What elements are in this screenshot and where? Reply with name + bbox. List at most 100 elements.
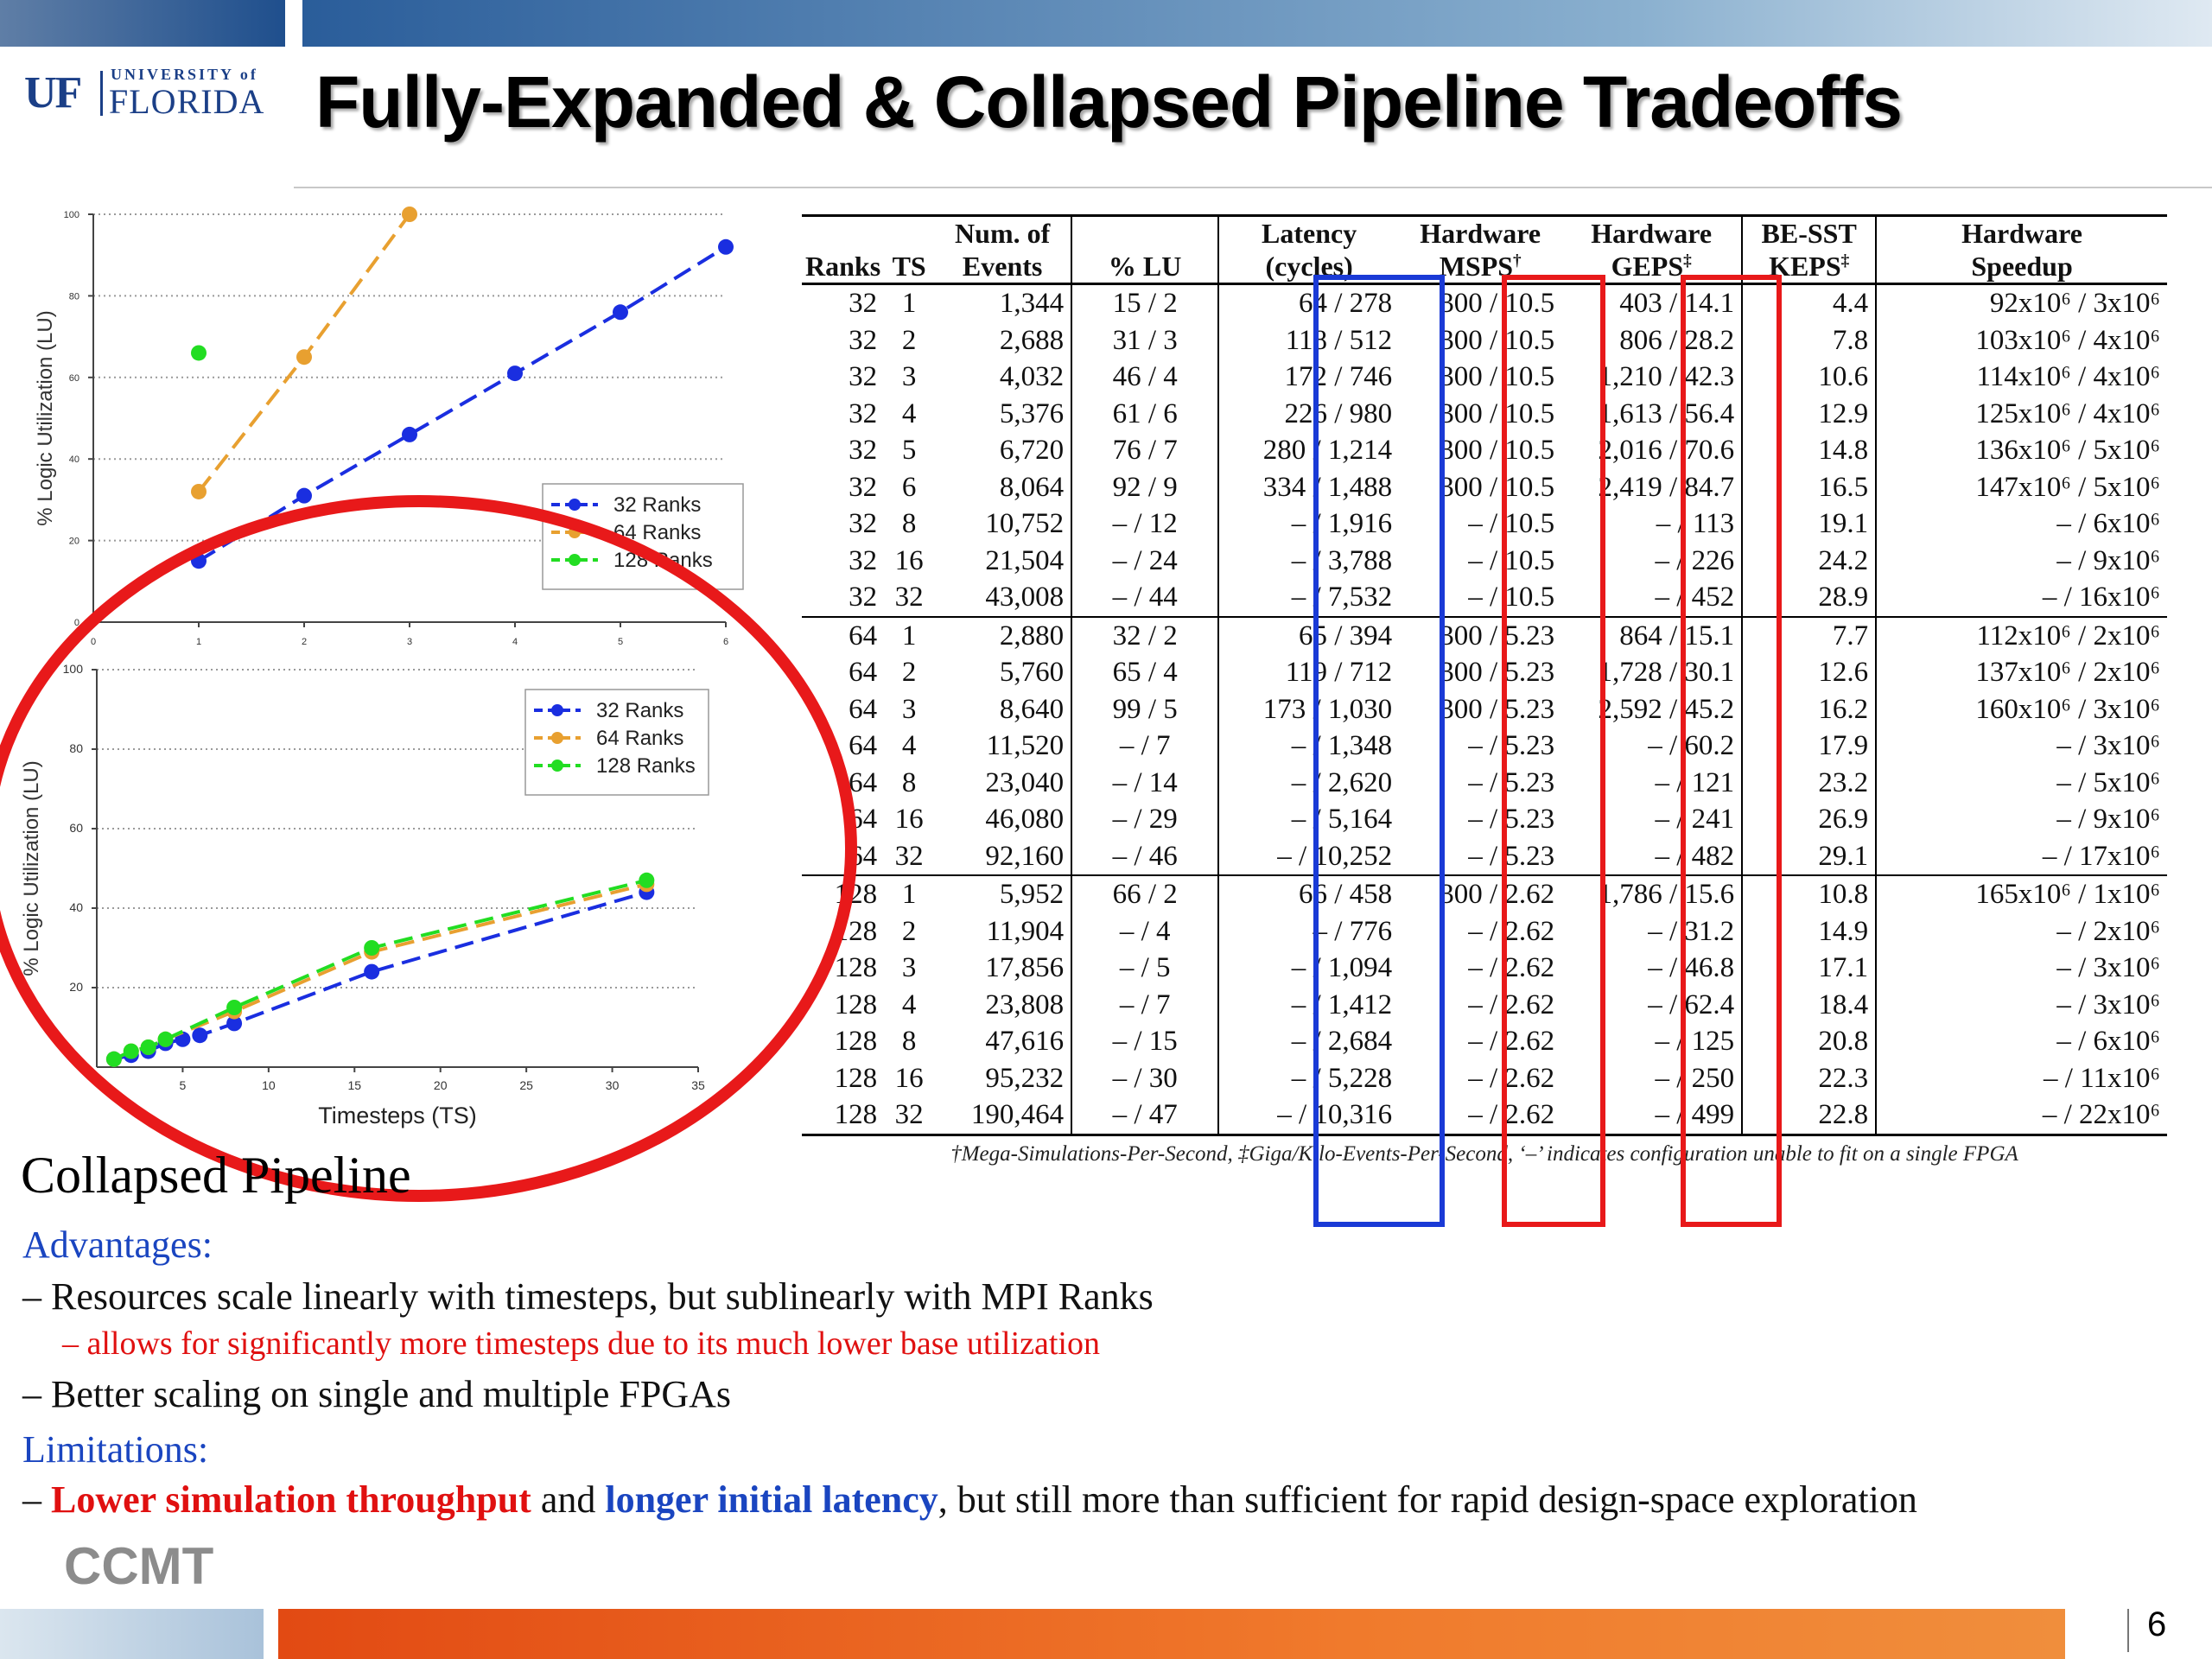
header-keps-mark: ‡ bbox=[1840, 251, 1850, 270]
table-cell: 12.6 bbox=[1741, 654, 1877, 691]
table-cell: 300 / 5.23 bbox=[1399, 615, 1562, 654]
bottom-banner-right bbox=[278, 1609, 2065, 1659]
data-point bbox=[402, 207, 417, 222]
table-cell: – / 776 bbox=[1217, 912, 1400, 950]
table-cell: – / 7,532 bbox=[1217, 579, 1400, 617]
data-point bbox=[718, 238, 734, 255]
table-cell: – / 2.62 bbox=[1468, 1062, 1555, 1094]
table-cell: – / 125 bbox=[1655, 1026, 1735, 1058]
table-cell: – / 47 bbox=[1071, 1096, 1219, 1136]
table-cell: – / 226 bbox=[1655, 544, 1735, 576]
table-cell: 31 / 3 bbox=[1071, 321, 1219, 359]
logo-divider bbox=[100, 71, 103, 116]
table-cell: 22.3 bbox=[1741, 1059, 1877, 1096]
data-point bbox=[191, 553, 207, 569]
table-cell: 128 bbox=[834, 915, 878, 947]
bullet-dash: – bbox=[62, 1325, 79, 1362]
table-cell: 6,720 bbox=[999, 435, 1065, 467]
y-tick-label: 60 bbox=[69, 821, 83, 835]
table-cell: – / 3,788 bbox=[1217, 542, 1400, 579]
table-cell: 92,160 bbox=[985, 840, 1065, 872]
table-cell: 5,952 bbox=[934, 874, 1072, 913]
table-cell: 32 bbox=[849, 471, 878, 503]
table-cell: – / 2,620 bbox=[1217, 764, 1400, 801]
uf-logo: UF UNIVERSITY of FLORIDA bbox=[24, 66, 283, 121]
table-cell: 64 bbox=[849, 766, 878, 798]
page-number-divider bbox=[2127, 1609, 2129, 1652]
table-row: 128 8 47,616– / 15– / 2,684 – / 2.62 – / 125… bbox=[802, 1023, 2167, 1060]
table-cell: – / 499 bbox=[1561, 1096, 1743, 1136]
table-cell: – / 29 bbox=[1071, 801, 1219, 838]
x-tick-label: 10 bbox=[262, 1078, 276, 1092]
header-lu: % LU bbox=[1071, 215, 1219, 284]
table-cell: – / 2.62 bbox=[1468, 915, 1555, 947]
table-cell: 92 / 9 bbox=[1071, 468, 1219, 505]
latency-highlight-box bbox=[1313, 275, 1445, 1227]
table-cell: – / 1,916 bbox=[1217, 505, 1400, 543]
table-cell: – / 30 bbox=[1071, 1059, 1219, 1096]
table-cell: 32 bbox=[884, 1096, 935, 1136]
y-tick-label: 20 bbox=[69, 980, 83, 994]
x-axis-label: Timesteps (TS) bbox=[318, 1103, 477, 1128]
table-cell: 864 / 15.1 bbox=[1561, 615, 1743, 654]
table-cell: 12.9 bbox=[1741, 395, 1877, 432]
x-tick-label: 25 bbox=[519, 1078, 533, 1092]
logo-university-of-text: UNIVERSITY of bbox=[111, 66, 258, 83]
table-cell: – / 22x10⁶ bbox=[1875, 1096, 2167, 1136]
table-cell: – / 113 bbox=[1656, 508, 1735, 540]
table-cell: 226 / 980 bbox=[1217, 395, 1400, 432]
x-tick-label: 6 bbox=[723, 637, 728, 647]
table-cell: 66 / 2 bbox=[1071, 874, 1219, 913]
table-cell: 43,008 bbox=[985, 582, 1065, 613]
table-cell: 2 bbox=[901, 657, 917, 689]
table-cell: – / 2,684 bbox=[1217, 1023, 1400, 1060]
header-latency-line1: Latency bbox=[1262, 218, 1357, 249]
y-tick-label: 100 bbox=[64, 210, 79, 220]
y-tick-label: 0 bbox=[74, 618, 79, 628]
x-tick-label: 30 bbox=[606, 1078, 620, 1092]
table-cell: – / 10,252 bbox=[1217, 837, 1400, 875]
table-row: 32 16 21,504– / 24– / 3,788 – / 10.5 – / 226… bbox=[802, 542, 2167, 579]
table-cell: 32 bbox=[849, 288, 878, 320]
bullet-dash: – bbox=[22, 1478, 41, 1521]
header-events: Num. of Events bbox=[934, 216, 1071, 284]
header-msps: Hardware MSPS† bbox=[1399, 216, 1561, 284]
bottom-banner-left bbox=[0, 1609, 264, 1659]
table-cell: – / 241 bbox=[1655, 804, 1735, 836]
x-tick-label: 4 bbox=[512, 637, 518, 647]
table-cell: – / 5,228 bbox=[1217, 1059, 1400, 1096]
table-cell: 17.1 bbox=[1741, 950, 1877, 987]
table-cell: 22.8 bbox=[1741, 1096, 1877, 1136]
results-table-container: Ranks TS Num. of Events % LU Latency (cycl… bbox=[802, 214, 2167, 1136]
table-cell: 46 / 4 bbox=[1071, 359, 1219, 396]
table-cell: 16 bbox=[894, 1062, 924, 1094]
table-cell: 10.8 bbox=[1741, 874, 1877, 913]
table-cell: 173 / 1,030 bbox=[1217, 690, 1400, 728]
table-cell: – / 4 bbox=[1071, 912, 1219, 950]
table-cell: 114x10⁶ / 4x10⁶ bbox=[1875, 359, 2167, 396]
results-table: Ranks TS Num. of Events % LU Latency (cycl… bbox=[802, 214, 2167, 1136]
header-speedup: Hardware Speedup bbox=[1875, 215, 2167, 284]
table-cell: 64 bbox=[849, 840, 878, 872]
table-cell: 147x10⁶ / 5x10⁶ bbox=[1875, 468, 2167, 505]
table-cell: 23,040 bbox=[985, 766, 1065, 798]
data-point bbox=[226, 1000, 243, 1015]
table-cell: – / 2.62 bbox=[1399, 1096, 1562, 1136]
advantage-bullet-1: – Resources scale linearly with timestep… bbox=[22, 1274, 1154, 1319]
table-cell: 4 bbox=[901, 988, 917, 1020]
table-row: 32 32 43,008– / 44– / 7,532 – / 10.5 – / 452… bbox=[802, 579, 2167, 617]
table-cell: 10,752 bbox=[985, 508, 1065, 540]
header-events-line2: Events bbox=[962, 251, 1043, 282]
table-cell: 32 bbox=[849, 435, 878, 467]
table-footnote: †Mega-Simulations-Per-Second, ‡Giga/Kilo… bbox=[950, 1142, 2018, 1166]
title-divider bbox=[294, 187, 2212, 188]
y-tick-label: 40 bbox=[69, 454, 79, 465]
table-cell: 128 bbox=[802, 874, 885, 913]
table-cell: – / 24 bbox=[1071, 542, 1219, 579]
table-row: 64 2 5,760 65 / 4 119 / 712 300 / 5.23 1,728 /… bbox=[802, 654, 2167, 691]
table-cell: – / 60.2 bbox=[1648, 730, 1735, 762]
table-cell: 403 / 14.1 bbox=[1619, 288, 1735, 320]
header-ranks: Ranks bbox=[805, 251, 881, 282]
y-tick-label: 100 bbox=[63, 662, 84, 676]
legend-label: 64 Ranks bbox=[596, 727, 683, 750]
